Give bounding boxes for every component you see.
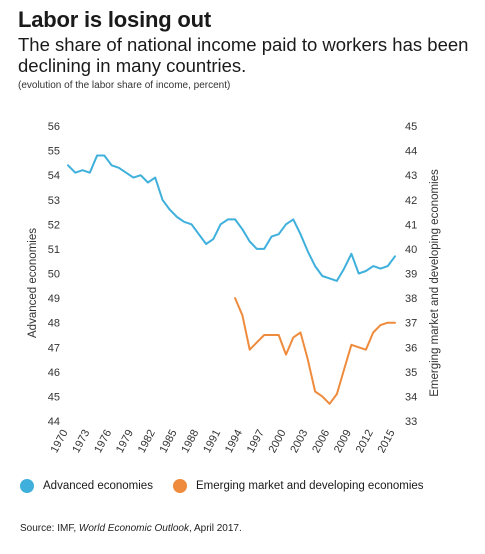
x-tick: 2012 [354, 428, 376, 455]
x-tick: 2009 [332, 428, 354, 455]
left-axis: 44 45 46 47 48 49 50 51 52 53 54 55 56 [48, 121, 60, 428]
y-tick-left: 45 [48, 391, 60, 403]
y-tick-left: 49 [48, 293, 60, 305]
legend-swatch-emerging [172, 479, 187, 493]
right-axis: 33 34 35 36 37 38 39 40 41 42 43 44 45 [405, 121, 417, 428]
y-tick-right: 38 [405, 293, 417, 305]
legend-label-advanced: Advanced economies [43, 480, 153, 492]
x-tick: 2015 [376, 428, 398, 455]
x-tick: 2006 [310, 428, 332, 455]
y-tick-right: 35 [405, 367, 417, 379]
legend: Advanced economies Emerging market and d… [20, 479, 444, 493]
series-lines [67, 154, 396, 405]
source-note: Source: IMF, World Economic Outlook, Apr… [20, 523, 242, 534]
x-tick: 1985 [158, 428, 180, 455]
y-tick-right: 33 [405, 416, 417, 428]
legend-item-advanced: Advanced economies [20, 479, 153, 493]
y-tick-left: 44 [48, 416, 60, 428]
y-tick-left: 46 [48, 367, 60, 379]
units-note: (evolution of the labor share of income,… [18, 80, 231, 91]
y-tick-left: 55 [48, 146, 60, 158]
legend-item-emerging: Emerging market and developing economies [172, 479, 424, 493]
x-tick: 1979 [114, 428, 136, 455]
y-tick-left: 56 [48, 121, 60, 133]
x-tick: 1976 [92, 428, 114, 455]
x-tick: 1982 [136, 428, 158, 455]
series-line-emerging [234, 297, 396, 405]
source-prefix: Source: IMF, [20, 523, 79, 534]
y-tick-left: 48 [48, 318, 60, 330]
y-tick-right: 36 [405, 342, 417, 354]
y-axis-label-right: Emerging market and developing economies [429, 169, 441, 397]
y-tick-left: 52 [48, 219, 60, 231]
chart-subtitle: The share of national income paid to wor… [18, 34, 469, 76]
y-tick-left: 51 [48, 244, 60, 256]
y-tick-right: 42 [405, 195, 417, 207]
legend-swatch-advanced [20, 479, 34, 493]
x-tick: 1991 [201, 428, 223, 455]
series-line-advanced [67, 154, 396, 282]
y-tick-left: 47 [48, 342, 60, 354]
source-publication: World Economic Outlook [78, 523, 189, 534]
x-axis: 1970 1973 1976 1979 1982 1985 1988 1991 1994 1997… [49, 428, 398, 455]
legend-label-emerging: Emerging market and developing economies [195, 480, 424, 492]
x-tick: 1994 [223, 428, 245, 455]
source-suffix: , April 2017. [188, 523, 242, 534]
y-tick-right: 44 [405, 146, 417, 158]
y-tick-left: 54 [48, 170, 60, 182]
y-tick-right: 41 [405, 219, 417, 231]
y-tick-right: 37 [405, 318, 417, 330]
x-tick: 1973 [70, 428, 92, 455]
y-axis-label-left: Advanced economies [27, 228, 39, 338]
x-tick: 2000 [267, 428, 289, 455]
y-tick-right: 34 [405, 391, 417, 403]
x-tick: 1970 [49, 428, 71, 455]
x-tick: 1997 [245, 428, 267, 455]
y-tick-left: 53 [48, 195, 60, 207]
y-tick-left: 50 [48, 269, 60, 281]
chart-title: Labor is losing out [18, 7, 211, 32]
x-tick: 2003 [288, 428, 310, 455]
x-tick: 1988 [179, 428, 201, 455]
y-tick-right: 43 [405, 170, 417, 182]
y-tick-right: 40 [405, 244, 417, 256]
y-tick-right: 39 [405, 269, 417, 281]
y-tick-right: 45 [405, 121, 417, 133]
